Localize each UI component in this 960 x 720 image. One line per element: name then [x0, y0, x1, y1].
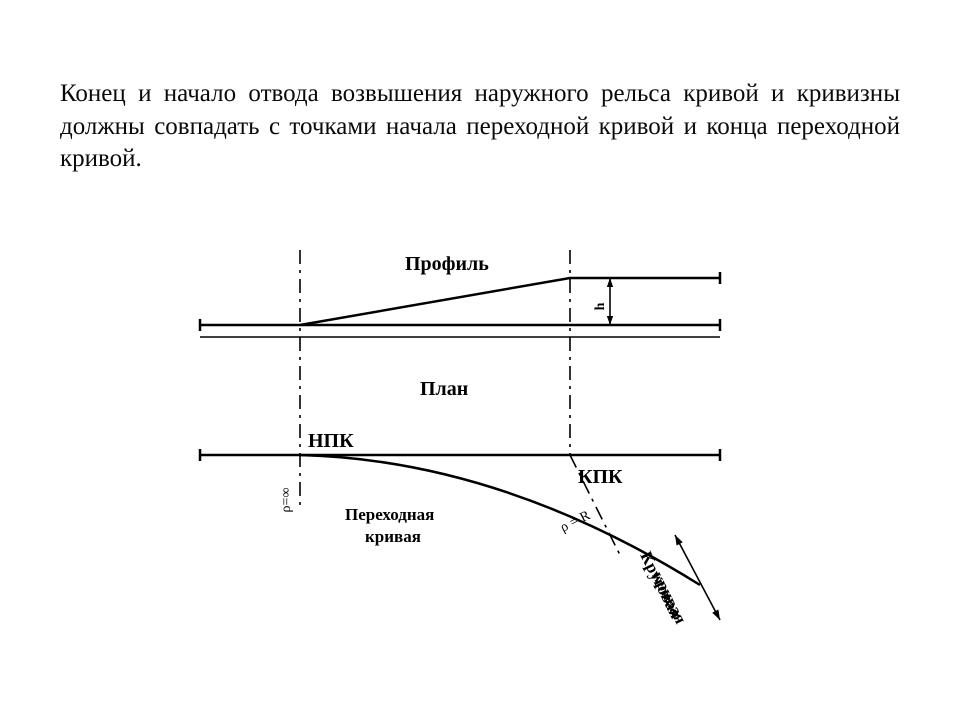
svg-text:НПК: НПК	[308, 430, 354, 452]
svg-text:Профиль: Профиль	[405, 253, 489, 275]
svg-text:Переходная: Переходная	[345, 505, 434, 524]
svg-text:кривая: кривая	[365, 527, 421, 546]
diagram-svg: h Профиль План НПК КПК ρ=∞ Переходная кривая ρ =…	[180, 230, 780, 630]
svg-text:ρ = R: ρ = R	[558, 508, 593, 536]
svg-text:ρ=∞: ρ=∞	[279, 488, 294, 513]
svg-text:h: h	[593, 302, 608, 310]
transition-curve-diagram: h Профиль План НПК КПК ρ=∞ Переходная кривая ρ =…	[180, 230, 780, 660]
page: Конец и начало отвода возвышения наружно…	[0, 0, 960, 720]
description-paragraph: Конец и начало отвода возвышения наружно…	[60, 78, 900, 176]
svg-text:План: План	[420, 378, 468, 400]
svg-text:кривая: кривая	[648, 568, 690, 627]
svg-text:КПК: КПК	[578, 466, 623, 488]
